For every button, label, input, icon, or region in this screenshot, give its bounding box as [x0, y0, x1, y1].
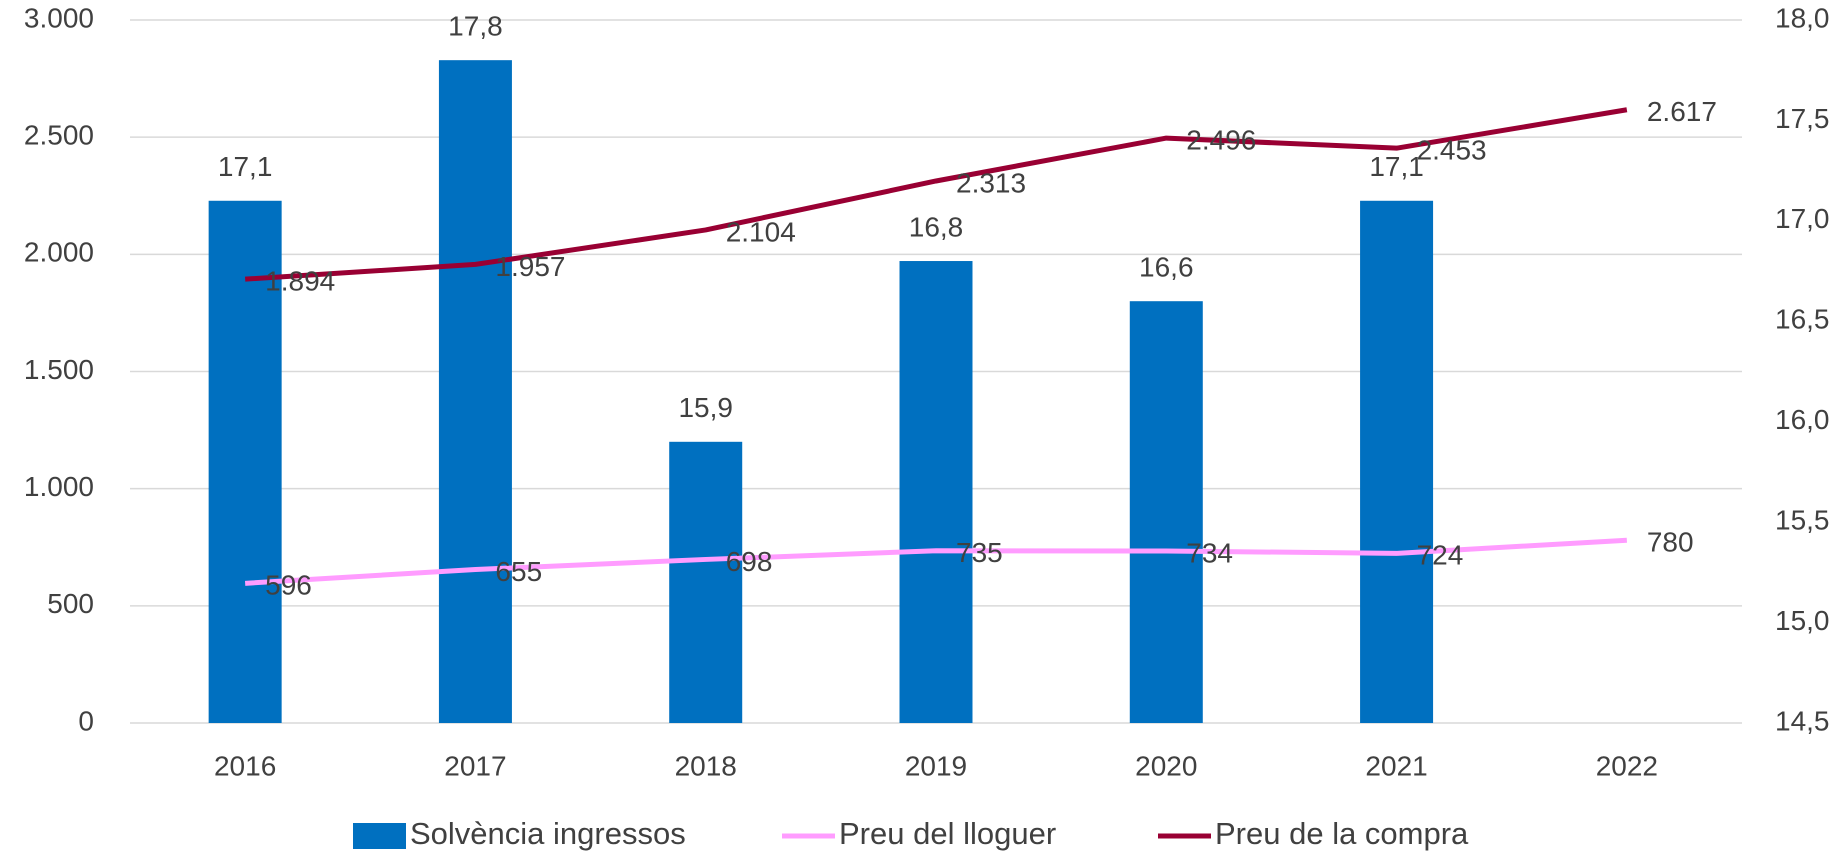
data-label: 734	[1186, 537, 1233, 568]
data-label: 2.104	[726, 216, 796, 247]
bar	[208, 200, 282, 723]
legend-label: Solvència ingressos	[410, 816, 686, 851]
legend-label: Preu de la compra	[1215, 816, 1469, 851]
x-tick-label: 2017	[444, 750, 506, 781]
bar	[899, 261, 973, 723]
y2-tick-label: 17,0	[1775, 203, 1830, 234]
data-label: 2.313	[956, 167, 1026, 198]
line	[244, 107, 1628, 282]
data-label: 2.453	[1417, 135, 1487, 166]
y2-tick-label: 15,5	[1775, 505, 1830, 536]
y-tick-label: 2.000	[24, 237, 94, 268]
y2-tick-label: 18,0	[1775, 2, 1830, 33]
y-tick-label: 0	[78, 705, 94, 736]
legend-label: Preu del lloguer	[839, 816, 1056, 851]
x-tick-label: 2018	[675, 750, 737, 781]
data-label: 17,1	[1369, 151, 1424, 182]
y2-tick-label: 16,0	[1775, 404, 1830, 435]
y-tick-label: 500	[47, 588, 94, 619]
data-label: 1.894	[265, 266, 335, 297]
y-tick-label: 1.500	[24, 354, 94, 385]
x-tick-label: 2019	[905, 750, 967, 781]
data-label: 1.957	[495, 251, 565, 282]
data-label: 17,8	[448, 11, 503, 42]
bar	[1129, 301, 1203, 723]
data-label: 16,6	[1139, 252, 1194, 283]
bar	[438, 60, 512, 723]
data-label: 16,8	[909, 211, 964, 242]
y-tick-label: 3.000	[24, 2, 94, 33]
data-label: 596	[265, 570, 312, 601]
data-label: 17,1	[218, 151, 273, 182]
data-label: 2.617	[1647, 96, 1717, 127]
y-tick-label: 1.000	[24, 471, 94, 502]
data-label: 724	[1417, 540, 1464, 571]
x-tick-label: 2020	[1135, 750, 1197, 781]
legend-swatch	[353, 823, 406, 849]
y2-tick-label: 15,0	[1775, 605, 1830, 636]
data-label: 15,9	[678, 392, 733, 423]
bar	[669, 441, 743, 723]
y2-tick-label: 14,5	[1775, 705, 1830, 736]
data-label: 735	[956, 537, 1003, 568]
x-tick-label: 2022	[1596, 750, 1658, 781]
data-label: 655	[495, 556, 542, 587]
y-tick-label: 2.500	[24, 120, 94, 151]
data-label: 780	[1647, 527, 1694, 558]
line	[244, 537, 1628, 586]
bar	[1360, 200, 1434, 723]
x-tick-label: 2021	[1365, 750, 1427, 781]
data-label: 698	[726, 546, 773, 577]
x-tick-label: 2016	[214, 750, 276, 781]
y2-tick-label: 16,5	[1775, 304, 1830, 335]
y2-tick-label: 17,5	[1775, 103, 1830, 134]
data-label: 2.496	[1186, 124, 1256, 155]
